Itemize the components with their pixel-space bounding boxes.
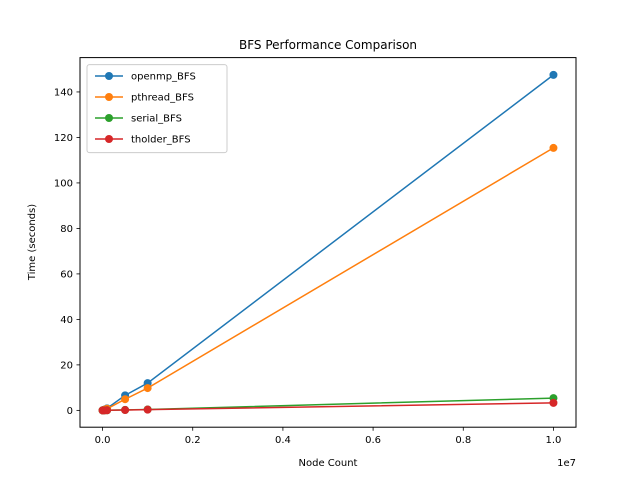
plot-area [98, 70, 558, 415]
data-point-tholder_BFS [143, 405, 152, 414]
legend-label: pthread_BFS [131, 93, 194, 104]
chart-title: BFS Performance Comparison [239, 38, 417, 52]
legend-marker [105, 72, 113, 80]
x-tick-label: 0.4 [275, 435, 291, 446]
x-axis-label: Node Count [299, 458, 358, 469]
data-point-tholder_BFS [103, 406, 112, 415]
y-tick-label: 100 [54, 178, 73, 189]
y-tick-label: 60 [60, 269, 73, 280]
x-tick-label: 0.6 [365, 435, 381, 446]
legend-marker [105, 135, 113, 143]
x-axis: 0.0 0.2 0.4 0.6 0.8 1.0 [95, 427, 562, 446]
x-axis-offset-text: 1e7 [557, 458, 576, 469]
x-tick-label: 0.0 [95, 435, 111, 446]
data-point-tholder_BFS [121, 406, 130, 415]
data-point-tholder_BFS [549, 398, 558, 407]
x-tick-label: 0.2 [185, 435, 201, 446]
legend-label: tholder_BFS [131, 135, 191, 146]
y-axis: 0 20 40 60 80 100 120 140 [54, 87, 80, 417]
y-tick-label: 120 [54, 133, 73, 144]
data-point-pthread_BFS [121, 395, 130, 404]
legend-label: serial_BFS [131, 114, 182, 125]
data-point-openmp_BFS [549, 70, 558, 79]
x-tick-label: 0.8 [455, 435, 471, 446]
y-tick-label: 80 [60, 224, 73, 235]
y-tick-label: 20 [60, 360, 73, 371]
legend: openmp_BFS pthread_BFS serial_BFS tholder_B… [86, 64, 228, 154]
y-axis-label: Time (seconds) [27, 204, 38, 281]
x-tick-label: 1.0 [546, 435, 562, 446]
legend-label: openmp_BFS [131, 72, 196, 83]
legend-box [86, 64, 228, 154]
data-point-pthread_BFS [549, 143, 558, 152]
axes-frame [79, 57, 577, 428]
data-point-pthread_BFS [143, 384, 152, 393]
legend-marker [105, 93, 113, 101]
y-tick-label: 140 [54, 87, 73, 98]
legend-marker [105, 114, 113, 122]
y-tick-label: 40 [60, 315, 73, 326]
y-tick-label: 0 [67, 406, 73, 417]
